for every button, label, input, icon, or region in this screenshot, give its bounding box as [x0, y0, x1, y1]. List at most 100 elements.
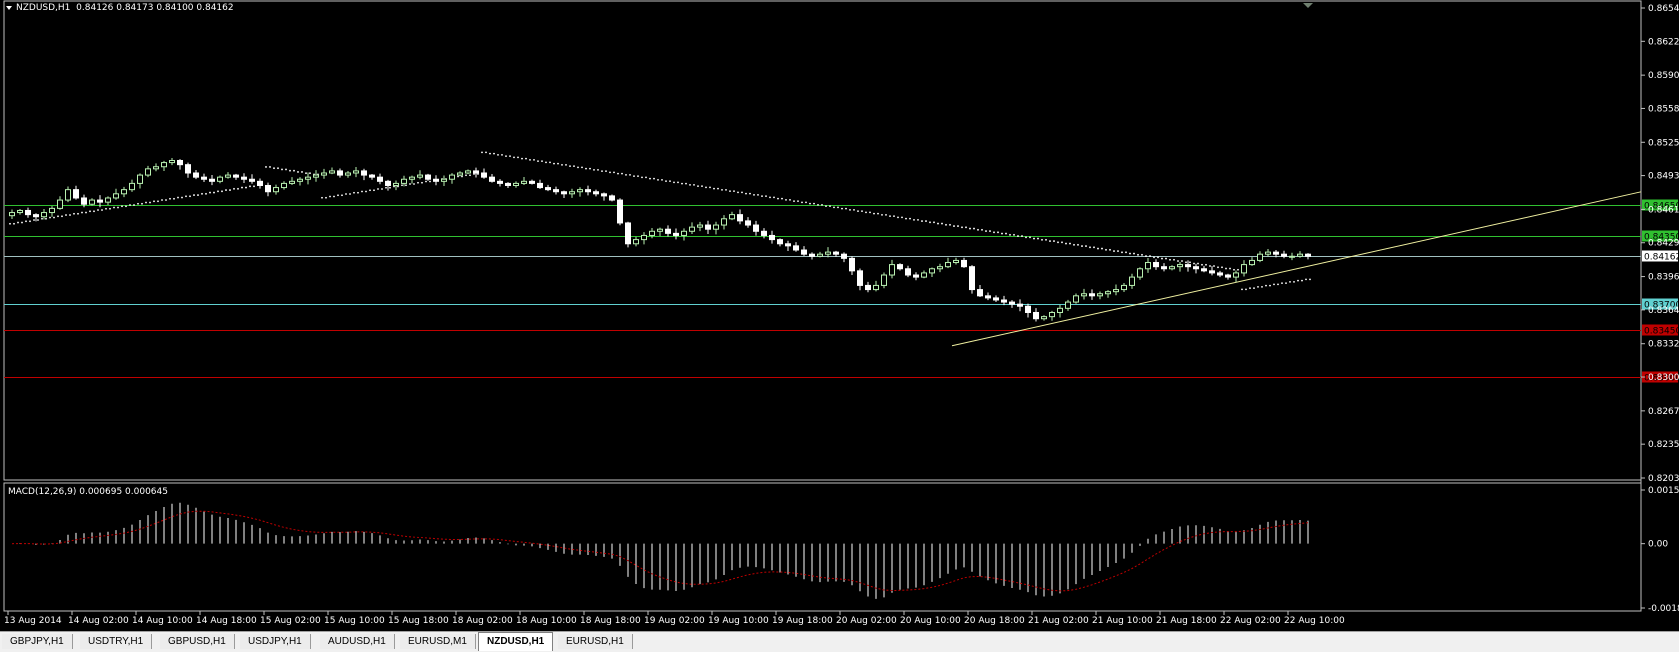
candle[interactable] — [713, 221, 719, 235]
candle[interactable] — [1241, 260, 1247, 277]
candle[interactable] — [817, 251, 823, 258]
candle[interactable] — [105, 196, 111, 206]
candle[interactable] — [137, 173, 143, 189]
candle[interactable] — [57, 196, 63, 210]
candle[interactable] — [873, 280, 879, 292]
candle[interactable] — [1297, 251, 1303, 258]
candle[interactable] — [409, 175, 415, 184]
candle[interactable] — [1033, 308, 1039, 322]
candle[interactable] — [1153, 259, 1159, 270]
candle[interactable] — [257, 178, 263, 189]
candle[interactable] — [1145, 258, 1151, 273]
chart-tab[interactable]: GBPJPY,H1 — [2, 634, 73, 649]
candle[interactable] — [1017, 299, 1023, 312]
candle[interactable] — [369, 174, 375, 180]
candle[interactable] — [1105, 290, 1111, 298]
candle[interactable] — [625, 221, 631, 248]
candle[interactable] — [745, 217, 751, 228]
candle[interactable] — [41, 209, 47, 220]
candle[interactable] — [201, 173, 207, 182]
candle[interactable] — [913, 272, 919, 281]
candle[interactable] — [929, 267, 935, 278]
candle[interactable] — [9, 209, 15, 220]
candle[interactable] — [1249, 257, 1255, 266]
candle[interactable] — [1177, 261, 1183, 272]
candle[interactable] — [1137, 267, 1143, 280]
candle[interactable] — [1209, 266, 1215, 276]
candle[interactable] — [737, 209, 743, 225]
candle[interactable] — [857, 268, 863, 291]
candle[interactable] — [561, 190, 567, 199]
candle[interactable] — [129, 179, 135, 192]
candle[interactable] — [1281, 250, 1287, 259]
candle[interactable] — [1129, 273, 1135, 289]
candle[interactable] — [569, 188, 575, 198]
chart-tab[interactable]: AUDUSD,H1 — [320, 634, 395, 649]
candle[interactable] — [545, 184, 551, 192]
candle[interactable] — [705, 220, 711, 235]
candle[interactable] — [1113, 284, 1119, 296]
candle[interactable] — [841, 252, 847, 263]
candle[interactable] — [1225, 273, 1231, 280]
candle[interactable] — [433, 175, 439, 186]
candle[interactable] — [233, 173, 239, 180]
candle[interactable] — [1049, 310, 1055, 321]
candle[interactable] — [497, 179, 503, 187]
candle[interactable] — [417, 170, 423, 180]
candle[interactable] — [113, 188, 119, 200]
candle[interactable] — [1121, 282, 1127, 293]
candle[interactable] — [513, 181, 519, 188]
candle[interactable] — [801, 246, 807, 256]
chart-tab[interactable]: NZDUSD,H1 — [478, 632, 554, 651]
candle[interactable] — [465, 169, 471, 175]
candle[interactable] — [297, 177, 303, 186]
candle[interactable] — [793, 242, 799, 252]
candle[interactable] — [313, 170, 319, 182]
candle[interactable] — [1169, 265, 1175, 271]
candle[interactable] — [777, 238, 783, 247]
candle[interactable] — [385, 179, 391, 191]
candle[interactable] — [17, 208, 23, 215]
candle[interactable] — [1081, 288, 1087, 300]
candle[interactable] — [617, 198, 623, 226]
candle[interactable] — [177, 159, 183, 170]
candle[interactable] — [593, 189, 599, 197]
candle[interactable] — [217, 175, 223, 184]
candle[interactable] — [89, 198, 95, 206]
candle[interactable] — [649, 228, 655, 239]
candle[interactable] — [1057, 304, 1063, 318]
candle[interactable] — [633, 236, 639, 247]
macd-panel[interactable] — [3, 482, 1642, 612]
chart-tab[interactable]: EURUSD,M1 — [400, 634, 476, 649]
candle[interactable] — [721, 215, 727, 230]
candle[interactable] — [1001, 295, 1007, 306]
candle[interactable] — [1193, 263, 1199, 274]
candle[interactable] — [521, 176, 527, 186]
candle[interactable] — [97, 195, 103, 208]
candle[interactable] — [889, 259, 895, 279]
candle[interactable] — [1161, 263, 1167, 272]
candle[interactable] — [121, 186, 127, 198]
candle[interactable] — [657, 227, 663, 237]
chart-tab[interactable]: USDTRY,H1 — [80, 634, 153, 649]
candle[interactable] — [169, 157, 175, 166]
candle[interactable] — [753, 220, 759, 236]
candle[interactable] — [1025, 303, 1031, 318]
chart-shift-marker[interactable] — [1303, 3, 1313, 8]
candle[interactable] — [585, 185, 591, 196]
candle[interactable] — [193, 169, 199, 180]
candle[interactable] — [905, 265, 911, 278]
candle[interactable] — [761, 228, 767, 239]
candle[interactable] — [1233, 270, 1239, 283]
candle[interactable] — [985, 292, 991, 301]
candle[interactable] — [489, 174, 495, 183]
candle[interactable] — [993, 295, 999, 302]
candle[interactable] — [81, 194, 87, 208]
trendline[interactable] — [951, 191, 1642, 347]
candle[interactable] — [1201, 265, 1207, 273]
candle[interactable] — [697, 221, 703, 232]
candle[interactable] — [401, 175, 407, 187]
candle[interactable] — [1257, 251, 1263, 263]
candle[interactable] — [865, 281, 871, 293]
candle[interactable] — [305, 172, 311, 185]
